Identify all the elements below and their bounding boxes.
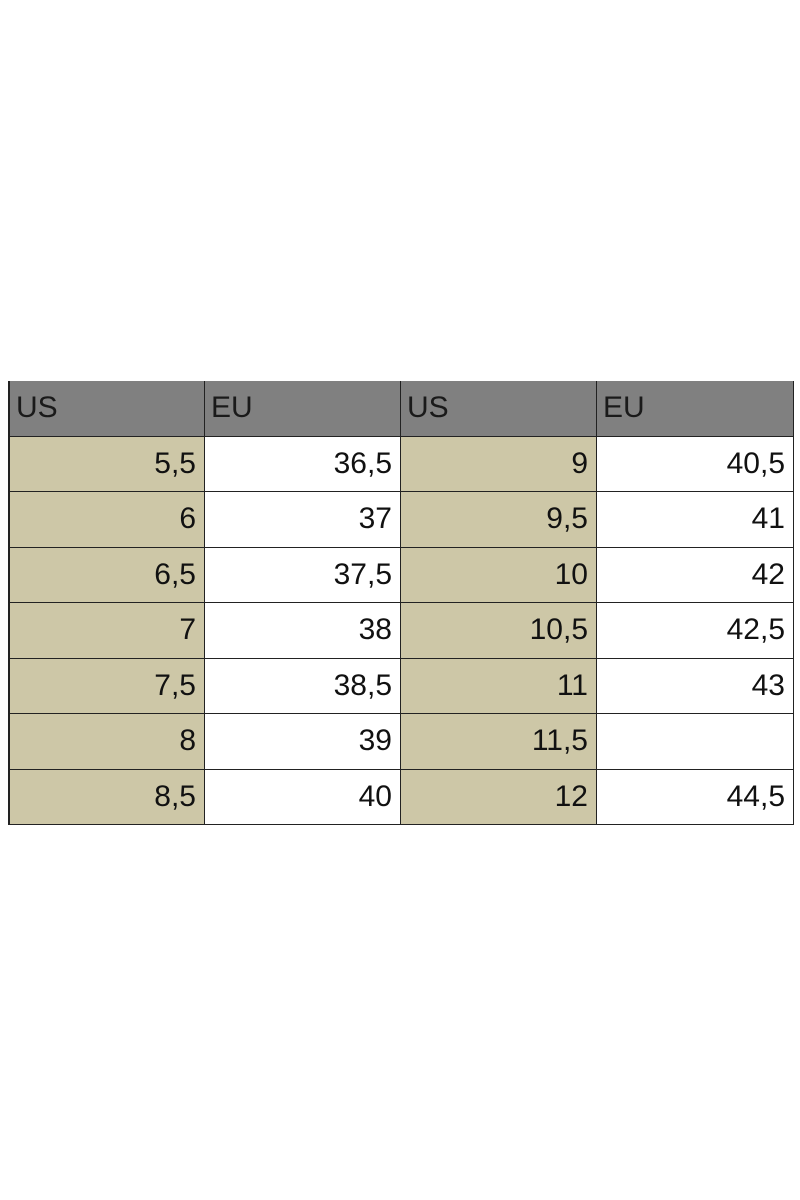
header-cell: EU: [205, 381, 401, 437]
eu-size-cell: 40: [205, 769, 401, 825]
us-size-cell: 8,5: [8, 769, 205, 825]
eu-size-cell: 40,5: [597, 436, 794, 492]
us-size-cell: 7,5: [8, 658, 205, 714]
eu-size-cell: 38: [205, 603, 401, 659]
eu-size-cell: 36,5: [205, 436, 401, 492]
us-size-cell: 7: [8, 603, 205, 659]
us-size-cell: 6,5: [8, 547, 205, 603]
header-cell: US: [8, 381, 205, 437]
eu-size-cell: 42: [597, 547, 794, 603]
size-table: US EU US EU 5,5 36,5 9 40,5 6 37 9,5 41 6,5 37,5 10 42 7…: [8, 381, 794, 825]
eu-size-cell: [597, 714, 794, 770]
header-cell: EU: [597, 381, 794, 437]
header-cell: US: [401, 381, 597, 437]
eu-size-cell: 44,5: [597, 769, 794, 825]
us-size-cell: 11: [401, 658, 597, 714]
us-size-cell: 11,5: [401, 714, 597, 770]
eu-size-cell: 42,5: [597, 603, 794, 659]
eu-size-cell: 39: [205, 714, 401, 770]
us-size-cell: 6: [8, 492, 205, 548]
us-size-cell: 8: [8, 714, 205, 770]
eu-size-cell: 37: [205, 492, 401, 548]
eu-size-cell: 43: [597, 658, 794, 714]
eu-size-cell: 37,5: [205, 547, 401, 603]
us-size-cell: 9: [401, 436, 597, 492]
eu-size-cell: 38,5: [205, 658, 401, 714]
eu-size-cell: 41: [597, 492, 794, 548]
us-size-cell: 10,5: [401, 603, 597, 659]
us-size-cell: 10: [401, 547, 597, 603]
us-size-cell: 9,5: [401, 492, 597, 548]
us-size-cell: 12: [401, 769, 597, 825]
us-size-cell: 5,5: [8, 436, 205, 492]
